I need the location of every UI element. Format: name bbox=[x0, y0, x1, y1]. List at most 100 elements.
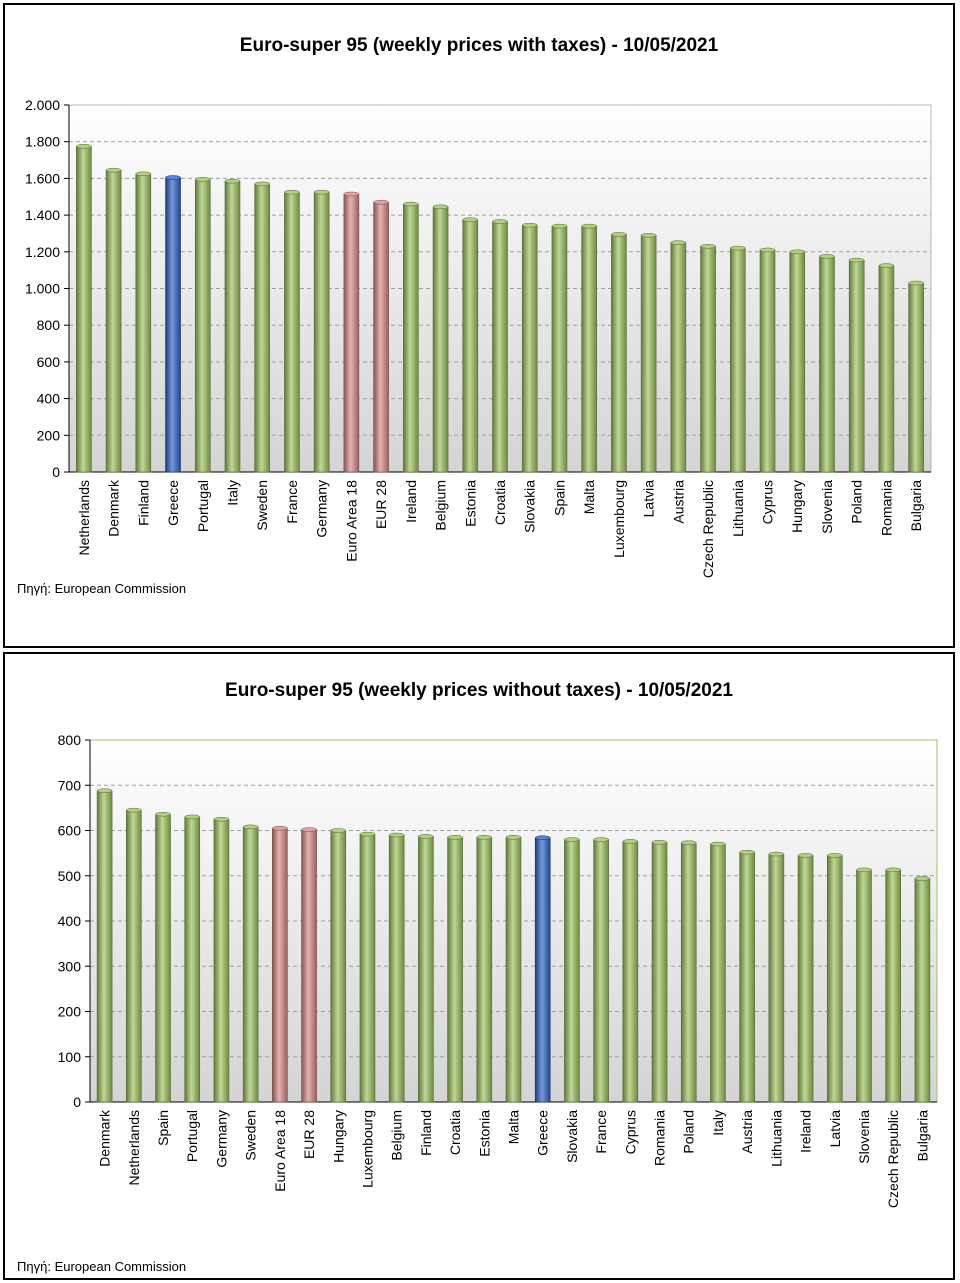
source-note: Πηγή: European Commission bbox=[17, 581, 187, 596]
x-tick-label: Slovakia bbox=[522, 480, 538, 533]
x-tick-label: Sweden bbox=[243, 1110, 259, 1161]
x-tick-label: Croatia bbox=[447, 1110, 463, 1155]
x-tick-label: Belgium bbox=[389, 1110, 405, 1161]
x-tick-label: Hungary bbox=[789, 480, 805, 533]
bar-cap bbox=[476, 835, 493, 840]
bar-cap bbox=[551, 223, 568, 229]
bar-greece bbox=[534, 837, 551, 1103]
bar-portugal bbox=[184, 816, 201, 1103]
bar-chart-with-taxes: 0 200 400 600 800 1.000 1.200 1.400 1.600 1.800 2.… bbox=[25, 97, 932, 578]
bar-austria bbox=[739, 851, 755, 1103]
y-tick-label: 0 bbox=[52, 464, 60, 480]
bar-eur-28 bbox=[301, 829, 317, 1103]
bar-cap bbox=[622, 839, 639, 844]
x-tick-label: Slovenia bbox=[856, 1110, 872, 1164]
bar-cap bbox=[759, 247, 776, 253]
bar-ireland bbox=[797, 855, 814, 1103]
bar-euro-area-18 bbox=[343, 193, 360, 473]
bar-cap bbox=[359, 831, 376, 837]
bar-cap bbox=[330, 828, 347, 833]
bar-hungary bbox=[330, 830, 347, 1103]
y-tick-label: 300 bbox=[58, 958, 82, 974]
bar-cap bbox=[343, 191, 360, 197]
chart-title: Euro-super 95 (weekly prices with taxes)… bbox=[239, 35, 719, 56]
bar-euro-area-18 bbox=[272, 827, 288, 1103]
x-tick-label: Italy bbox=[224, 480, 240, 506]
bar-cap bbox=[373, 200, 389, 205]
bar-germany bbox=[313, 191, 330, 473]
x-tick-label: Hungary bbox=[330, 1110, 346, 1163]
x-tick-label: Belgium bbox=[433, 480, 449, 531]
bar-cap bbox=[593, 837, 609, 842]
bar-estonia bbox=[476, 836, 493, 1103]
x-tick-label: France bbox=[593, 1110, 609, 1154]
bar-estonia bbox=[462, 219, 479, 473]
x-tick-label: Czech Republic bbox=[885, 1110, 901, 1208]
y-tick-label: 100 bbox=[58, 1049, 82, 1065]
bar-sweden bbox=[254, 183, 271, 473]
bar-czech-republic bbox=[700, 245, 716, 473]
x-tick-label: Luxembourg bbox=[611, 480, 627, 558]
x-tick-label: Estonia bbox=[462, 480, 478, 527]
x-tick-label: Poland bbox=[849, 480, 865, 524]
x-tick-label: Slovenia bbox=[819, 480, 835, 534]
bar-cap bbox=[640, 233, 657, 238]
bar-cap bbox=[710, 841, 726, 847]
bar-slovenia bbox=[819, 256, 835, 473]
bar-czech-republic bbox=[885, 869, 901, 1103]
bar-cyprus bbox=[622, 841, 639, 1103]
bar-cap bbox=[155, 811, 171, 817]
bar-cyprus bbox=[759, 249, 776, 473]
y-tick-label: 200 bbox=[58, 1004, 82, 1020]
bar-cap bbox=[564, 837, 580, 842]
bar-cap bbox=[165, 175, 181, 180]
bar-cap bbox=[447, 835, 463, 840]
bar-cap bbox=[914, 876, 931, 881]
x-tick-label: EUR 28 bbox=[373, 480, 389, 529]
y-tick-label: 1.400 bbox=[25, 207, 60, 223]
x-tick-label: Denmark bbox=[97, 1109, 113, 1167]
bar-eur-28 bbox=[373, 201, 389, 473]
x-tick-label: Cyprus bbox=[622, 1110, 638, 1154]
x-tick-label: Bulgaria bbox=[908, 480, 924, 532]
x-tick-label: Spain bbox=[551, 480, 567, 516]
bar-denmark bbox=[96, 790, 113, 1103]
x-tick-label: Romania bbox=[652, 1110, 668, 1166]
bar-germany bbox=[213, 818, 230, 1103]
bar-latvia bbox=[640, 234, 657, 473]
x-tick-label: Portugal bbox=[195, 480, 211, 532]
x-tick-label: Latvia bbox=[827, 1110, 843, 1148]
bar-cap bbox=[680, 840, 697, 845]
bar-france bbox=[284, 191, 300, 473]
y-tick-label: 200 bbox=[37, 427, 61, 443]
bar-lithuania bbox=[729, 247, 746, 473]
x-tick-label: Denmark bbox=[106, 479, 122, 537]
bar-cap bbox=[505, 835, 522, 840]
x-tick-label: Greece bbox=[165, 480, 181, 526]
bar-cap bbox=[521, 222, 538, 228]
y-tick-label: 1.600 bbox=[25, 170, 60, 186]
bar-cap bbox=[789, 249, 805, 255]
bar-cap bbox=[213, 816, 230, 822]
bar-cap bbox=[730, 245, 746, 251]
x-tick-label: Italy bbox=[710, 1110, 726, 1136]
x-tick-label: Austria bbox=[739, 1110, 755, 1154]
x-tick-label: Lithuania bbox=[730, 480, 746, 537]
x-tick-label: Germany bbox=[314, 480, 330, 538]
y-tick-label: 700 bbox=[58, 777, 82, 793]
bar-cap bbox=[534, 835, 551, 840]
bar-cap bbox=[856, 867, 872, 873]
bar-netherlands bbox=[126, 809, 142, 1103]
y-tick-label: 800 bbox=[37, 317, 61, 333]
bar-denmark bbox=[105, 169, 122, 473]
x-tick-label: Greece bbox=[535, 1110, 551, 1156]
chart-title: Euro-super 95 (weekly prices without tax… bbox=[225, 680, 733, 701]
bar-cap bbox=[878, 263, 895, 268]
bar-bulgaria bbox=[914, 878, 931, 1103]
x-tick-label: Slovakia bbox=[564, 1110, 580, 1163]
y-tick-label: 800 bbox=[58, 732, 82, 748]
x-tick-label: EUR 28 bbox=[301, 1110, 317, 1159]
bar-cap bbox=[432, 204, 449, 210]
y-tick-label: 0 bbox=[73, 1094, 81, 1110]
y-tick-label: 400 bbox=[58, 913, 82, 929]
